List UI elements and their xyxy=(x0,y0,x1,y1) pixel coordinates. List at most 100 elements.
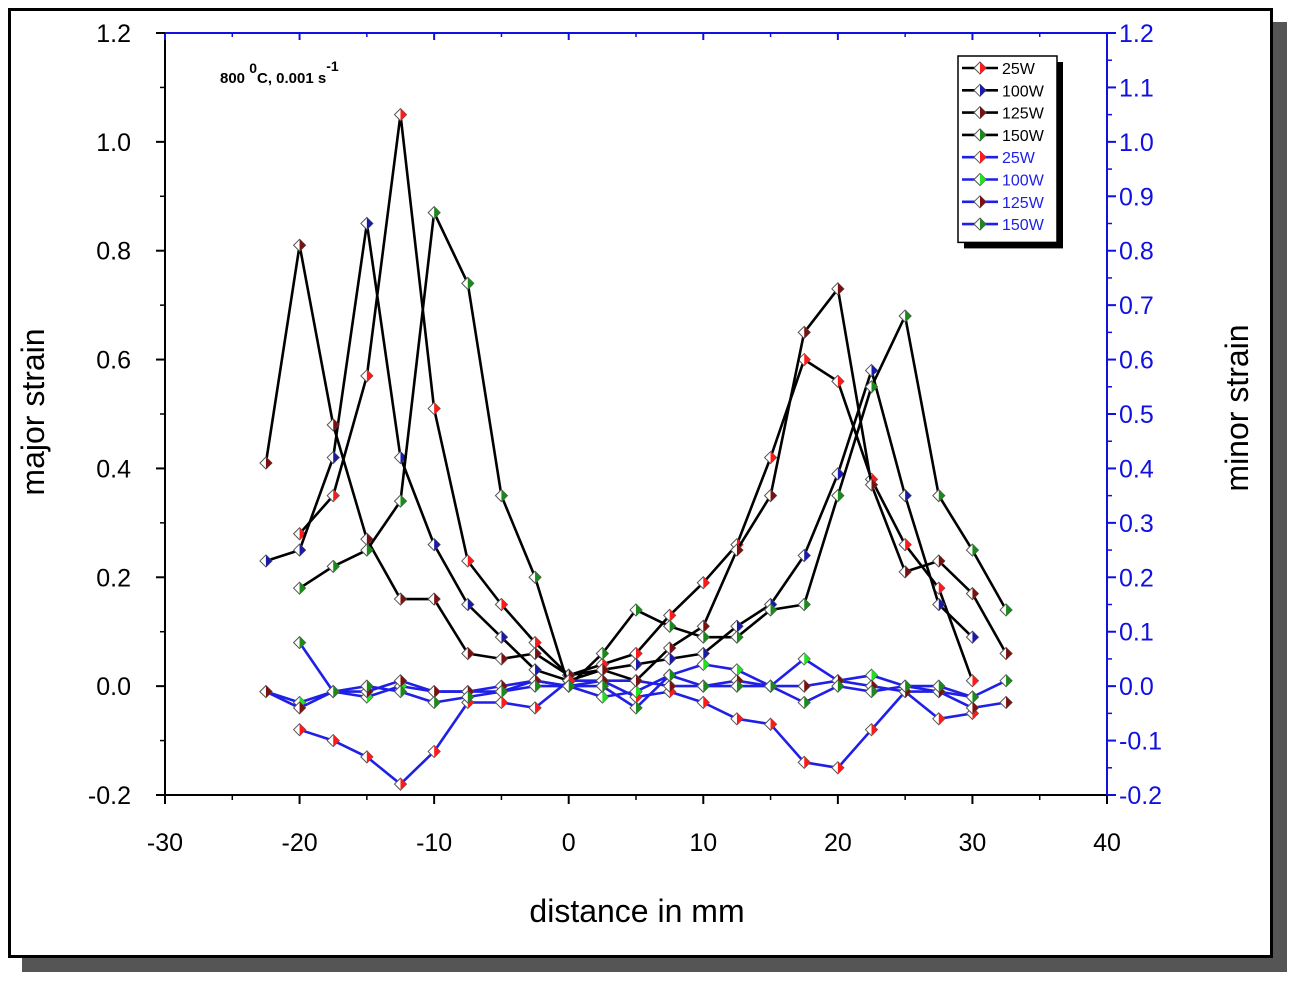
marker-fill xyxy=(400,778,407,791)
marker-fill xyxy=(804,598,811,611)
legend-entry: 25W xyxy=(962,150,1036,167)
data-point xyxy=(999,646,1013,661)
series-line xyxy=(265,222,974,683)
data-point xyxy=(494,652,509,666)
data-point xyxy=(427,537,441,552)
data-point xyxy=(427,401,441,416)
data-point xyxy=(393,684,408,699)
marker-fill xyxy=(770,680,777,693)
legend-label: 125W xyxy=(1002,195,1045,212)
x-tick-label: 30 xyxy=(959,829,987,857)
marker-fill xyxy=(501,489,508,502)
marker-fill xyxy=(1006,603,1013,616)
marker-fill xyxy=(736,663,743,676)
legend-label: 150W xyxy=(1002,128,1045,145)
data-point xyxy=(326,733,340,748)
data-point xyxy=(393,592,408,606)
x-axis-label: distance in mm xyxy=(529,893,744,929)
marker-fill xyxy=(669,620,676,633)
marker-fill xyxy=(703,658,710,671)
marker-fill xyxy=(1006,696,1013,709)
marker-fill xyxy=(736,680,743,693)
y-tick-label-left: 1.2 xyxy=(96,20,131,48)
marker-fill xyxy=(972,631,979,644)
data-point xyxy=(292,722,307,737)
data-point xyxy=(292,543,307,557)
legend-entry: 125W xyxy=(962,106,1045,123)
data-point xyxy=(898,565,912,579)
marker-fill xyxy=(636,658,642,671)
legend-entry: 125W xyxy=(962,195,1045,212)
marker-fill xyxy=(669,609,676,622)
data-point xyxy=(797,597,811,612)
y-tick-label-left: 0.0 xyxy=(96,673,131,701)
x-tick-label: -30 xyxy=(147,829,183,857)
data-point xyxy=(797,679,811,693)
marker-fill xyxy=(905,310,912,323)
y-tick-label-right: 0.1 xyxy=(1119,619,1154,647)
marker-fill xyxy=(434,745,441,758)
marker-fill xyxy=(804,549,811,562)
data-point xyxy=(494,597,509,612)
data-point xyxy=(831,488,845,503)
data-point xyxy=(562,679,576,693)
marker-fill xyxy=(602,647,609,660)
marker-fill xyxy=(400,495,407,508)
marker-fill xyxy=(535,647,542,660)
data-point xyxy=(360,543,374,557)
marker-fill xyxy=(804,756,811,769)
data-point xyxy=(528,701,542,715)
y-tick-label-right: 0.5 xyxy=(1119,401,1154,429)
data-point xyxy=(494,695,509,710)
marker-fill xyxy=(938,712,945,725)
data-point xyxy=(965,673,980,688)
legend-marker xyxy=(973,83,987,98)
legend-label: 100W xyxy=(1002,173,1045,190)
data-point xyxy=(360,679,374,693)
marker-fill xyxy=(938,680,945,693)
data-point xyxy=(730,712,744,726)
data-point xyxy=(831,467,845,481)
data-point xyxy=(864,668,879,682)
marker-fill xyxy=(535,636,542,649)
marker-fill xyxy=(871,723,878,736)
marker-fill xyxy=(434,538,441,551)
x-tick-label: 40 xyxy=(1093,829,1121,857)
x-tick-label: 10 xyxy=(689,829,717,857)
series-line xyxy=(265,657,973,704)
data-point xyxy=(662,652,677,666)
data-point xyxy=(797,652,811,666)
marker-fill xyxy=(980,151,986,164)
marker-fill xyxy=(972,587,979,600)
data-point xyxy=(393,494,408,508)
marker-fill xyxy=(568,680,575,693)
x-tick-label: -10 xyxy=(416,829,452,857)
marker-fill xyxy=(501,696,508,709)
marker-fill xyxy=(980,84,986,97)
marker-fill xyxy=(736,631,743,644)
legend-box xyxy=(957,55,1058,244)
marker-fill xyxy=(837,375,844,388)
y-tick-label-right: 1.2 xyxy=(1119,20,1154,48)
data-point xyxy=(528,570,542,584)
marker-fill xyxy=(770,718,777,731)
marker-fill xyxy=(434,685,441,698)
y-tick-label-right: 0.9 xyxy=(1119,183,1154,211)
marker-fill xyxy=(434,206,441,219)
data-point xyxy=(965,690,980,704)
legend-marker xyxy=(973,172,987,187)
y-tick-label-left: 0.8 xyxy=(96,238,131,266)
data-point xyxy=(864,478,879,492)
marker-fill xyxy=(467,277,474,290)
legend-entry: 100W xyxy=(962,173,1045,190)
marker-fill xyxy=(837,680,844,693)
data-point xyxy=(629,673,643,688)
marker-fill xyxy=(837,489,844,502)
data-point xyxy=(696,695,710,710)
x-tick-label: -20 xyxy=(282,829,318,857)
data-point xyxy=(629,657,643,672)
legend-label: 25W xyxy=(1002,150,1036,167)
y-tick-label-left: 1.0 xyxy=(96,129,131,157)
series-layer xyxy=(259,107,1013,791)
marker-fill xyxy=(501,652,508,665)
